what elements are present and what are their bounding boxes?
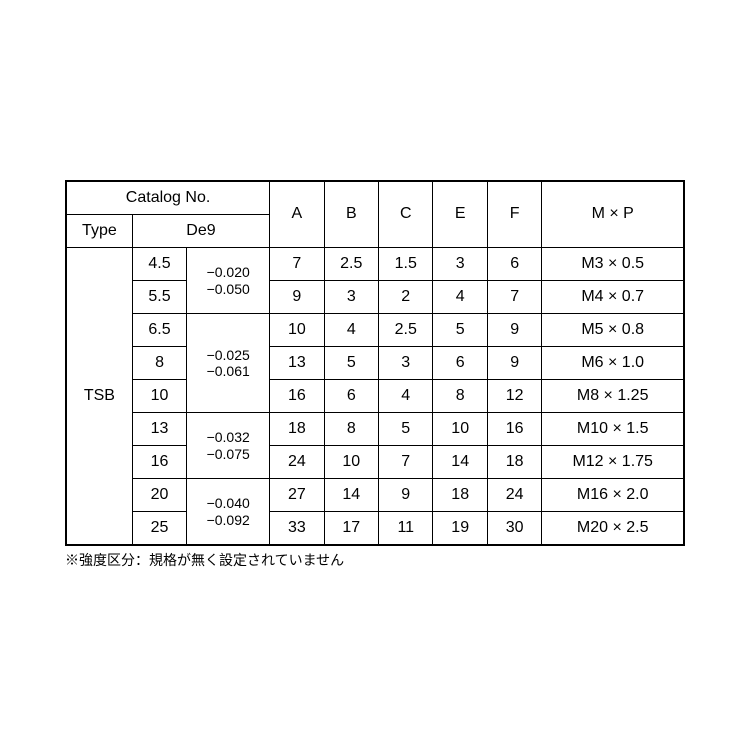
spec-table-container: Catalog No. A B C E F M × P Type De9 TSB… — [65, 180, 685, 546]
cell-f: 9 — [487, 347, 541, 380]
cell-b: 10 — [324, 446, 378, 479]
cell-d: 6.5 — [132, 314, 186, 347]
cell-mxp: M6 × 1.0 — [542, 347, 684, 380]
cell-a: 16 — [270, 380, 324, 413]
cell-a: 10 — [270, 314, 324, 347]
cell-b: 5 — [324, 347, 378, 380]
cell-f: 12 — [487, 380, 541, 413]
cell-e: 14 — [433, 446, 487, 479]
cell-d: 4.5 — [132, 248, 186, 281]
cell-d: 20 — [132, 479, 186, 512]
cell-c: 3 — [379, 347, 433, 380]
cell-a: 24 — [270, 446, 324, 479]
cell-c: 2 — [379, 281, 433, 314]
cell-f: 16 — [487, 413, 541, 446]
type-cell: TSB — [66, 248, 132, 546]
cell-mxp: M5 × 0.8 — [542, 314, 684, 347]
cell-mxp: M16 × 2.0 — [542, 479, 684, 512]
cell-a: 33 — [270, 512, 324, 546]
cell-c: 11 — [379, 512, 433, 546]
cell-tolerance: −0.040−0.092 — [187, 479, 270, 546]
cell-tolerance: −0.025−0.061 — [187, 314, 270, 413]
header-e: E — [433, 181, 487, 248]
header-row-1: Catalog No. A B C E F M × P — [66, 181, 684, 215]
cell-b: 6 — [324, 380, 378, 413]
cell-a: 13 — [270, 347, 324, 380]
header-mxp: M × P — [542, 181, 684, 248]
cell-c: 1.5 — [379, 248, 433, 281]
cell-mxp: M4 × 0.7 — [542, 281, 684, 314]
cell-d: 25 — [132, 512, 186, 546]
table-row: 20−0.040−0.092271491824M16 × 2.0 — [66, 479, 684, 512]
table-row: 5.5 93247M4 × 0.7 — [66, 281, 684, 314]
header-a: A — [270, 181, 324, 248]
table-row: 13−0.032−0.07518851016M10 × 1.5 — [66, 413, 684, 446]
cell-e: 5 — [433, 314, 487, 347]
header-c: C — [379, 181, 433, 248]
cell-d: 13 — [132, 413, 186, 446]
cell-e: 19 — [433, 512, 487, 546]
cell-e: 8 — [433, 380, 487, 413]
cell-c: 5 — [379, 413, 433, 446]
table-row: 10 1664812M8 × 1.25 — [66, 380, 684, 413]
cell-d: 16 — [132, 446, 186, 479]
cell-mxp: M8 × 1.25 — [542, 380, 684, 413]
footnote-text: ※強度区分：規格が無く設定されていません — [65, 550, 685, 570]
table-row: TSB4.5−0.020−0.05072.51.536M3 × 0.5 — [66, 248, 684, 281]
cell-e: 4 — [433, 281, 487, 314]
spec-table: Catalog No. A B C E F M × P Type De9 TSB… — [65, 180, 685, 546]
cell-mxp: M3 × 0.5 — [542, 248, 684, 281]
cell-c: 4 — [379, 380, 433, 413]
cell-a: 7 — [270, 248, 324, 281]
cell-c: 2.5 — [379, 314, 433, 347]
table-row: 8 135369M6 × 1.0 — [66, 347, 684, 380]
header-f: F — [487, 181, 541, 248]
cell-e: 18 — [433, 479, 487, 512]
cell-d: 8 — [132, 347, 186, 380]
cell-f: 9 — [487, 314, 541, 347]
cell-b: 2.5 — [324, 248, 378, 281]
cell-tolerance: −0.020−0.050 — [187, 248, 270, 314]
cell-mxp: M10 × 1.5 — [542, 413, 684, 446]
cell-f: 24 — [487, 479, 541, 512]
cell-e: 3 — [433, 248, 487, 281]
cell-b: 17 — [324, 512, 378, 546]
cell-b: 8 — [324, 413, 378, 446]
cell-a: 27 — [270, 479, 324, 512]
cell-b: 3 — [324, 281, 378, 314]
header-de9: De9 — [132, 215, 269, 248]
header-type: Type — [66, 215, 132, 248]
cell-f: 18 — [487, 446, 541, 479]
header-b: B — [324, 181, 378, 248]
cell-e: 10 — [433, 413, 487, 446]
table-row: 6.5−0.025−0.0611042.559M5 × 0.8 — [66, 314, 684, 347]
cell-a: 9 — [270, 281, 324, 314]
cell-f: 7 — [487, 281, 541, 314]
cell-tolerance: −0.032−0.075 — [187, 413, 270, 479]
table-row: 16 241071418M12 × 1.75 — [66, 446, 684, 479]
cell-mxp: M20 × 2.5 — [542, 512, 684, 546]
cell-d: 10 — [132, 380, 186, 413]
cell-b: 14 — [324, 479, 378, 512]
cell-mxp: M12 × 1.75 — [542, 446, 684, 479]
cell-d: 5.5 — [132, 281, 186, 314]
cell-a: 18 — [270, 413, 324, 446]
cell-c: 9 — [379, 479, 433, 512]
table-row: 25 3317111930M20 × 2.5 — [66, 512, 684, 546]
table-body: Catalog No. A B C E F M × P Type De9 TSB… — [66, 181, 684, 545]
cell-e: 6 — [433, 347, 487, 380]
cell-f: 6 — [487, 248, 541, 281]
header-catalog-no: Catalog No. — [66, 181, 270, 215]
cell-c: 7 — [379, 446, 433, 479]
cell-f: 30 — [487, 512, 541, 546]
cell-b: 4 — [324, 314, 378, 347]
